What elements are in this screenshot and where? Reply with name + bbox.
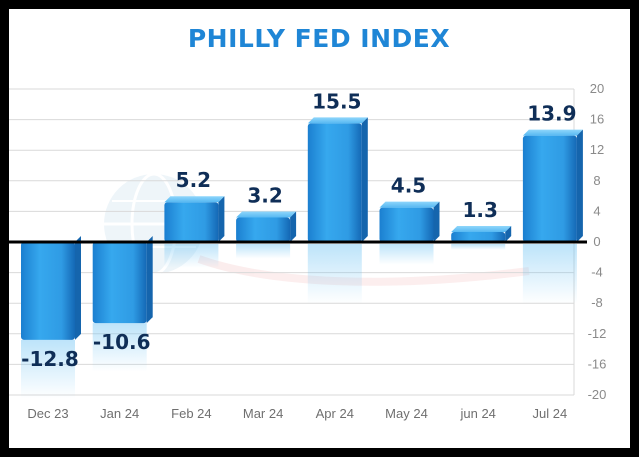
y-tick-label: -16	[588, 356, 607, 371]
bar-dec-23	[21, 236, 81, 340]
y-tick-label: 20	[590, 81, 604, 96]
bar-reflections	[21, 244, 577, 399]
y-tick-label: -4	[591, 265, 603, 280]
x-tick-label: Feb 24	[171, 406, 211, 421]
bar-reflection	[451, 244, 506, 250]
y-tick-label: -8	[591, 295, 603, 310]
data-label: 15.5	[312, 89, 361, 113]
chart-title: PHILLY FED INDEX	[188, 24, 450, 53]
y-tick-label: 4	[593, 203, 600, 218]
bar-jun-24	[451, 226, 512, 242]
data-label: 1.3	[462, 198, 497, 222]
data-label: 4.5	[391, 174, 426, 198]
data-label: -10.6	[93, 330, 151, 354]
bars	[21, 117, 583, 340]
data-label: 5.2	[176, 168, 211, 192]
data-labels: -12.8 -10.6 5.2 3.2 15.5 4.5 1.3 13.9	[21, 89, 576, 370]
bar-chart: PHILLY FED INDEX 201612840-4-8-12-16-20 …	[9, 24, 607, 421]
bar-feb-24	[164, 196, 225, 242]
data-label: -12.8	[21, 347, 79, 371]
x-axis-ticks: Dec 23 Jan 24 Feb 24 Mar 24 Apr 24 May 24 jun …	[27, 406, 567, 421]
bar-apr-24	[307, 117, 368, 242]
y-axis-ticks: 20 16 12 8 4 0 -4 -8 -12 -16 -20	[588, 81, 607, 402]
y-tick-label: 16	[590, 112, 604, 127]
y-tick-label: 0	[593, 234, 600, 249]
bar-reflection	[379, 244, 434, 265]
x-tick-label: Apr 24	[316, 406, 354, 421]
x-tick-label: Jul 24	[533, 406, 568, 421]
bar-jul-24	[522, 129, 583, 242]
y-tick-label: 12	[590, 142, 604, 157]
y-tick-label: -12	[588, 326, 607, 341]
x-tick-label: jun 24	[459, 406, 495, 421]
chart-frame: PHILLY FED INDEX 20 16 12 8 4 0 -4 -8 -12 -16 -20 …	[9, 9, 630, 448]
bar-reflection	[164, 244, 219, 268]
y-tick-label: 8	[593, 173, 600, 188]
y-tick-label: -20	[588, 387, 607, 402]
x-tick-label: Jan 24	[100, 406, 139, 421]
x-tick-label: Dec 23	[27, 406, 68, 421]
bar-reflection	[92, 323, 147, 372]
bar-mar-24	[236, 211, 297, 242]
bar-jan-24	[92, 236, 153, 324]
bar-reflection	[307, 244, 362, 304]
data-label: 3.2	[247, 184, 282, 208]
x-tick-label: Mar 24	[243, 406, 283, 421]
x-tick-label: May 24	[385, 406, 428, 421]
bar-reflection	[21, 339, 75, 399]
bar-reflection	[522, 244, 577, 304]
bar-reflection	[236, 244, 291, 259]
data-label: 13.9	[527, 102, 576, 126]
bar-may-24	[379, 201, 440, 242]
